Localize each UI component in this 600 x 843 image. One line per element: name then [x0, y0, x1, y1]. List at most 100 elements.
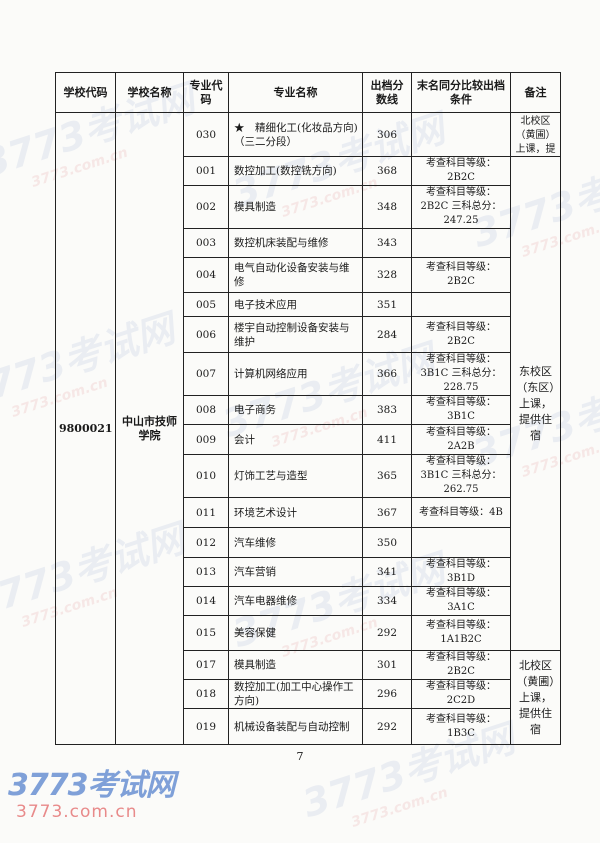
tiebreak-condition: 考查科目等级：2A2B: [411, 424, 511, 455]
major-code: 010: [183, 454, 229, 498]
tiebreak-condition: 考查科目等级：3A1C: [411, 586, 511, 616]
major-code: 003: [183, 228, 229, 258]
major-code: 015: [183, 615, 229, 651]
major-code: 017: [183, 650, 229, 680]
cutoff-score: 343: [362, 228, 412, 258]
major-code: 006: [183, 316, 229, 353]
cutoff-score: 348: [362, 185, 412, 229]
cutoff-score: 284: [362, 316, 412, 353]
major-code: 004: [183, 257, 229, 293]
major-code: 018: [183, 679, 229, 709]
cutoff-score: 368: [362, 156, 412, 186]
remark-north-campus: 北校区（黄圃）上课，提供住宿: [510, 650, 561, 745]
major-name: 汽车营销: [228, 557, 363, 587]
site-logo: 3773考试网 3773.com.cn: [8, 768, 175, 823]
table-header: 学校代码 学校名称 专业代码 专业名称 出档分数线 末名同分比较出档条件 备注: [55, 72, 561, 113]
tiebreak-condition: [411, 527, 511, 558]
header-cutoff: 出档分数线: [362, 72, 412, 113]
major-name: 电子商务: [228, 395, 363, 425]
major-name: 电气自动化设备安装与维修: [228, 257, 363, 293]
logo-brand: 3773考试网: [8, 768, 175, 803]
major-code: 030: [183, 112, 229, 157]
tiebreak-condition: 考查科目等级：2B2C: [411, 650, 511, 680]
table-row: 017 模具制造 301 考查科目等级：2B2C 北校区（黄圃）上课，提供住宿: [56, 650, 561, 745]
table-row: 004 电气自动化设备安装与维修 328 考查科目等级：2B2C: [56, 257, 561, 293]
tiebreak-condition: 考查科目等级：1A1B2C: [411, 615, 511, 651]
table-row: 001 数控加工(数控铣方向) 368 考查科目等级：2B2C 东校区（东区）上课，提供…: [56, 156, 561, 651]
major-code: 019: [183, 708, 229, 745]
tiebreak-condition: 考查科目等级：2B2C 三科总分：247.25: [411, 185, 511, 229]
table-row: 014 汽车电器维修 334 考查科目等级：3A1C: [56, 586, 561, 616]
major-code: 009: [183, 424, 229, 455]
cutoff-score: 296: [362, 679, 412, 709]
cutoff-score: 292: [362, 615, 412, 651]
major-code: 005: [183, 292, 229, 317]
major-code: 001: [183, 156, 229, 186]
cutoff-score: 328: [362, 257, 412, 293]
table-row: 002 模具制造 348 考查科目等级：2B2C 三科总分：247.25: [56, 185, 561, 229]
major-name: 汽车电器维修: [228, 586, 363, 616]
page-number: 7: [296, 750, 304, 763]
table-row: 019 机械设备装配与自动控制 292 考查科目等级：1B3C: [56, 708, 561, 745]
major-code: 012: [183, 527, 229, 558]
major-name: 灯饰工艺与造型: [228, 454, 363, 498]
tiebreak-condition: [411, 228, 511, 258]
tiebreak-condition: 考查科目等级：3B1D: [411, 557, 511, 587]
major-name: 数控机床装配与维修: [228, 228, 363, 258]
major-name: 电子技术应用: [228, 292, 363, 317]
tiebreak-condition: 考查科目等级：2B2C: [411, 316, 511, 353]
cutoff-score: 365: [362, 454, 412, 498]
major-name: 模具制造: [228, 185, 363, 229]
header-remark: 备注: [510, 72, 561, 113]
major-name: ★ 精细化工(化妆品方向)（三二分段）: [228, 112, 363, 157]
major-name: 模具制造: [228, 650, 363, 680]
tiebreak-condition: 考查科目等级：2C2D: [411, 679, 511, 709]
major-name: 计算机网络应用: [228, 352, 363, 396]
tiebreak-condition: 考查科目等级：3B1C 三科总分：262.75: [411, 454, 511, 498]
cutoff-score: 351: [362, 292, 412, 317]
major-code: 008: [183, 395, 229, 425]
cutoff-score: 350: [362, 527, 412, 558]
header-major-name: 专业名称: [228, 72, 363, 113]
cutoff-score: 306: [362, 112, 412, 157]
major-code: 011: [183, 497, 229, 528]
table-row: 005 电子技术应用 351: [56, 292, 561, 317]
table-row: 013 汽车营销 341 考查科目等级：3B1D: [56, 557, 561, 587]
header-school-name: 学校名称: [115, 72, 184, 113]
cutoff-score: 301: [362, 650, 412, 680]
tiebreak-condition: [411, 112, 511, 157]
major-name: 数控加工(数控铣方向): [228, 156, 363, 186]
table-row: 007 计算机网络应用 366 考查科目等级：3B1C 三科总分：228.75: [56, 352, 561, 396]
tiebreak-condition: 考查科目等级：2B2C: [411, 156, 511, 186]
major-name: 会计: [228, 424, 363, 455]
cutoff-score: 411: [362, 424, 412, 455]
table-row: 003 数控机床装配与维修 343: [56, 228, 561, 258]
major-name: 楼宇自动控制设备安装与维护: [228, 316, 363, 353]
table-row: 011 环境艺术设计 367 考查科目等级：4B: [56, 497, 561, 528]
major-code: 007: [183, 352, 229, 396]
major-code: 014: [183, 586, 229, 616]
tiebreak-condition: 考查科目等级：1B3C: [411, 708, 511, 745]
major-code: 002: [183, 185, 229, 229]
tiebreak-condition: [411, 292, 511, 317]
logo-domain: 3773.com.cn: [16, 802, 138, 822]
header-major-code: 专业代码: [183, 72, 229, 113]
table-row: 9800021 中山市技师学院 030 ★ 精细化工(化妆品方向)（三二分段） 306 北…: [55, 112, 561, 745]
table-row: 008 电子商务 383 考查科目等级：3B1C: [56, 395, 561, 425]
header-tiebreak: 末名同分比较出档条件: [411, 72, 511, 113]
tiebreak-condition: 考查科目等级：3B1C 三科总分：228.75: [411, 352, 511, 396]
tiebreak-condition: 考查科目等级：2B2C: [411, 257, 511, 293]
cutoff-score: 366: [362, 352, 412, 396]
admission-table: 学校代码 学校名称 专业代码 专业名称 出档分数线 末名同分比较出档条件 备注 …: [55, 72, 561, 745]
major-name: 汽车维修: [228, 527, 363, 558]
cutoff-score: 334: [362, 586, 412, 616]
cutoff-score: 383: [362, 395, 412, 425]
major-code: 013: [183, 557, 229, 587]
school-code: 9800021: [55, 112, 116, 745]
header-school-code: 学校代码: [55, 72, 116, 113]
remark-east-campus: 东校区（东区）上课，提供住宿: [510, 156, 561, 651]
remark-north-campus: 北校区（黄圃）上课，提供住宿: [510, 112, 561, 157]
major-name: 美容保健: [228, 615, 363, 651]
school-name: 中山市技师学院: [115, 112, 184, 745]
major-name: 环境艺术设计: [228, 497, 363, 528]
